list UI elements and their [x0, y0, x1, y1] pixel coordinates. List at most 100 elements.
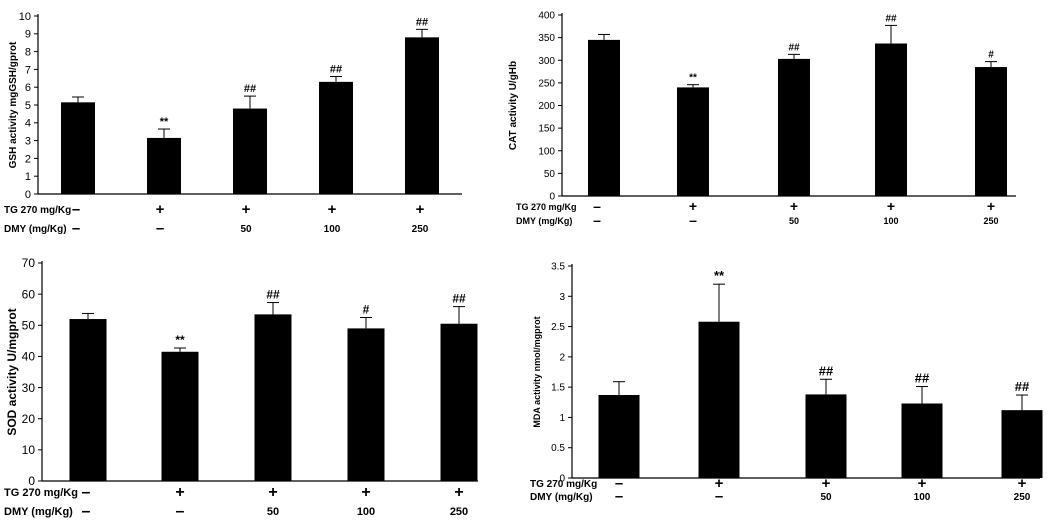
- y-tick-label: 8: [25, 46, 31, 58]
- y-tick-label: 10: [22, 443, 36, 457]
- bar: [319, 81, 353, 194]
- row-value: –: [615, 488, 623, 505]
- significance-label: **: [689, 73, 697, 84]
- bar: [698, 321, 740, 478]
- y-tick-label: 1: [559, 413, 565, 424]
- row-value: 50: [267, 506, 279, 518]
- y-tick-label: 7: [25, 64, 31, 76]
- row-value: +: [987, 198, 995, 214]
- significance-label: ##: [915, 371, 930, 386]
- bar: [405, 37, 439, 194]
- y-tick-label: 0: [559, 474, 565, 485]
- significance-label: **: [160, 116, 169, 128]
- row-label: DMY (mg/Kg): [4, 506, 73, 518]
- y-tick-label: 30: [22, 381, 36, 395]
- significance-label: ##: [244, 83, 256, 95]
- significance-label: ##: [788, 42, 800, 53]
- y-tick-label: 2: [25, 153, 31, 165]
- row-value: 250: [1014, 492, 1031, 503]
- row-value: –: [72, 220, 80, 237]
- y-tick-label: 9: [25, 29, 31, 41]
- row-value: 100: [914, 492, 931, 503]
- row-value: 50: [240, 224, 252, 235]
- bar: [588, 39, 620, 197]
- y-tick-label: 50: [22, 318, 36, 332]
- row-value: +: [887, 198, 895, 214]
- row-value: +: [1018, 475, 1027, 492]
- y-tick-label: 1.5: [551, 383, 565, 394]
- y-tick-label: 60: [22, 287, 36, 301]
- y-tick-label: 1: [25, 171, 31, 183]
- bar: [233, 108, 267, 194]
- y-tick-label: 300: [538, 56, 555, 67]
- y-axis-label: MDA activity nmol/mgprot: [532, 316, 542, 427]
- y-axis-label: GSH activity mgGSH/gprot: [8, 41, 19, 168]
- row-value: 50: [820, 492, 832, 503]
- row-value: 50: [789, 216, 799, 226]
- significance-label: #: [363, 303, 370, 317]
- bar: [778, 58, 810, 196]
- significance-label: ##: [885, 13, 897, 24]
- row-value: +: [328, 201, 337, 218]
- bar: [69, 319, 107, 481]
- y-tick-label: 0: [28, 474, 35, 488]
- row-value: +: [689, 198, 697, 214]
- y-tick-label: 400: [538, 11, 555, 22]
- chart-panel-1: 0 1 2 3 4 5 6 7 8 9 10 GSH activity mgGSH/gprot ** ##…: [4, 11, 462, 237]
- y-tick-label: 200: [538, 101, 555, 112]
- row-value: –: [689, 212, 697, 228]
- row-value: –: [615, 475, 623, 492]
- bar: [901, 403, 943, 478]
- significance-label: ##: [266, 288, 280, 302]
- y-tick-label: 100: [538, 146, 555, 157]
- row-value: +: [822, 475, 831, 492]
- y-tick-label: 5: [25, 100, 31, 112]
- bar: [254, 314, 292, 481]
- bar: [677, 87, 709, 196]
- y-tick-label: 4: [25, 118, 31, 130]
- y-tick-label: 2.5: [551, 322, 565, 333]
- row-value: +: [454, 484, 463, 501]
- row-label: TG 270 mg/Kg: [4, 205, 71, 216]
- row-value: +: [242, 201, 251, 218]
- y-tick-label: 0: [549, 192, 555, 203]
- row-value: –: [715, 488, 723, 505]
- y-tick-label: 10: [19, 11, 31, 23]
- y-axis-label: SOD activity U/mgprot: [5, 308, 19, 435]
- y-tick-label: 20: [22, 412, 36, 426]
- row-label: DMY (mg/Kg): [530, 492, 593, 503]
- row-label: DMY (mg/Kg): [4, 224, 67, 235]
- y-tick-label: 70: [22, 256, 36, 270]
- row-label: TG 270 mg/Kg: [4, 487, 78, 499]
- row-value: 250: [412, 224, 429, 235]
- y-tick-label: 6: [25, 82, 31, 94]
- significance-label: ##: [416, 16, 428, 28]
- y-axis-label: CAT activity U/gHb: [508, 61, 519, 150]
- y-tick-label: 350: [538, 33, 555, 44]
- y-tick-label: 250: [538, 78, 555, 89]
- row-value: +: [361, 484, 370, 501]
- row-value: 100: [357, 506, 375, 518]
- bar: [975, 67, 1007, 196]
- significance-label: **: [714, 268, 725, 283]
- row-value: –: [156, 220, 164, 237]
- significance-label: ##: [452, 292, 466, 306]
- row-value: –: [72, 201, 80, 218]
- chart-panel-2: 0 50 100 150 200 250 300 350 400 CAT activity U/g…: [508, 11, 1016, 228]
- significance-label: #: [988, 50, 994, 61]
- bar: [875, 43, 907, 196]
- row-value: –: [82, 484, 91, 501]
- bar: [598, 395, 640, 478]
- y-tick-label: 2: [559, 352, 565, 363]
- row-value: +: [175, 484, 184, 501]
- row-value: +: [790, 198, 798, 214]
- bar: [440, 323, 478, 481]
- bar: [147, 137, 181, 194]
- row-value: –: [593, 198, 601, 214]
- significance-label: ##: [819, 363, 834, 378]
- row-value: –: [176, 503, 185, 520]
- row-value: 250: [983, 216, 998, 226]
- row-value: –: [82, 503, 91, 520]
